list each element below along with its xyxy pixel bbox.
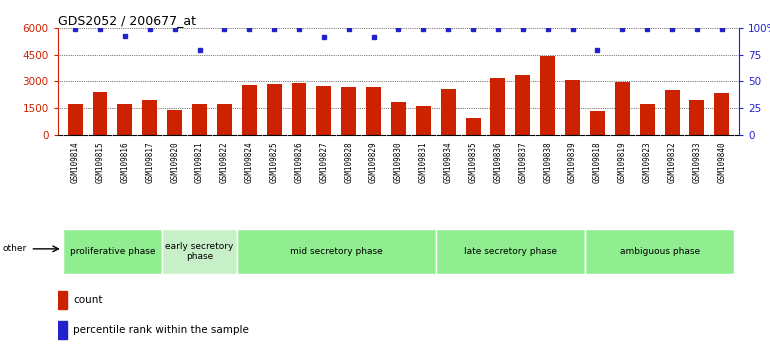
Text: count: count [73,295,102,305]
Bar [142,100,157,135]
Bar [640,104,654,135]
Bar [341,87,357,135]
Text: GSM109827: GSM109827 [320,142,328,183]
Bar [162,229,237,274]
Text: percentile rank within the sample: percentile rank within the sample [73,325,249,335]
Text: GSM109830: GSM109830 [394,142,403,183]
Text: GDS2052 / 200677_at: GDS2052 / 200677_at [58,14,196,27]
Bar [436,229,585,274]
Bar [490,78,505,135]
Bar [565,80,580,135]
Bar [367,87,381,135]
Bar [237,229,436,274]
Bar [62,229,162,274]
Bar [436,229,585,274]
Bar [416,106,430,135]
Text: proliferative phase: proliferative phase [70,247,156,256]
Text: GSM109819: GSM109819 [618,142,627,183]
Bar [391,102,406,135]
Text: GSM109828: GSM109828 [344,142,353,183]
Bar [192,104,207,135]
Text: GSM109821: GSM109821 [195,142,204,183]
Bar [68,104,82,135]
Text: GSM109838: GSM109838 [543,142,552,183]
Text: GSM109817: GSM109817 [146,142,154,183]
Text: GSM109831: GSM109831 [419,142,428,183]
Bar [590,111,605,135]
Text: GSM109823: GSM109823 [643,142,651,183]
Bar [715,93,729,135]
Text: GSM109834: GSM109834 [444,142,453,183]
Bar [167,110,182,135]
Bar [440,90,456,135]
Bar [585,229,735,274]
Text: GSM109829: GSM109829 [369,142,378,183]
Bar [689,100,705,135]
Bar [266,84,282,135]
Text: GSM109832: GSM109832 [668,142,677,183]
Bar [466,118,480,135]
Bar [237,229,436,274]
Bar [92,92,108,135]
Text: GSM109837: GSM109837 [518,142,527,183]
Bar [118,104,132,135]
Bar [292,83,306,135]
Bar [585,229,735,274]
Text: mid secretory phase: mid secretory phase [290,247,383,256]
Text: GSM109833: GSM109833 [692,142,701,183]
Text: GSM109835: GSM109835 [469,142,477,183]
Text: other: other [2,244,26,253]
Text: GSM109815: GSM109815 [95,142,105,183]
Text: GSM109825: GSM109825 [270,142,279,183]
Text: ambiguous phase: ambiguous phase [620,247,700,256]
Bar [615,82,630,135]
Bar [62,229,162,274]
Bar [58,321,67,339]
Text: GSM109824: GSM109824 [245,142,254,183]
Text: GSM109836: GSM109836 [494,142,503,183]
Text: GSM109814: GSM109814 [71,142,79,183]
Text: early secretory
phase: early secretory phase [166,242,234,261]
Text: GSM109822: GSM109822 [220,142,229,183]
Bar [242,85,256,135]
Text: GSM109816: GSM109816 [120,142,129,183]
Text: late secretory phase: late secretory phase [464,247,557,256]
Text: GSM109840: GSM109840 [718,142,726,183]
Text: GSM109818: GSM109818 [593,142,602,183]
Bar [665,90,679,135]
Bar [217,104,232,135]
Bar [515,75,531,135]
Text: GSM109826: GSM109826 [294,142,303,183]
Text: GSM109820: GSM109820 [170,142,179,183]
Bar [541,56,555,135]
Bar [162,229,237,274]
Bar [316,86,331,135]
Text: GSM109839: GSM109839 [568,142,577,183]
Bar [58,291,67,309]
